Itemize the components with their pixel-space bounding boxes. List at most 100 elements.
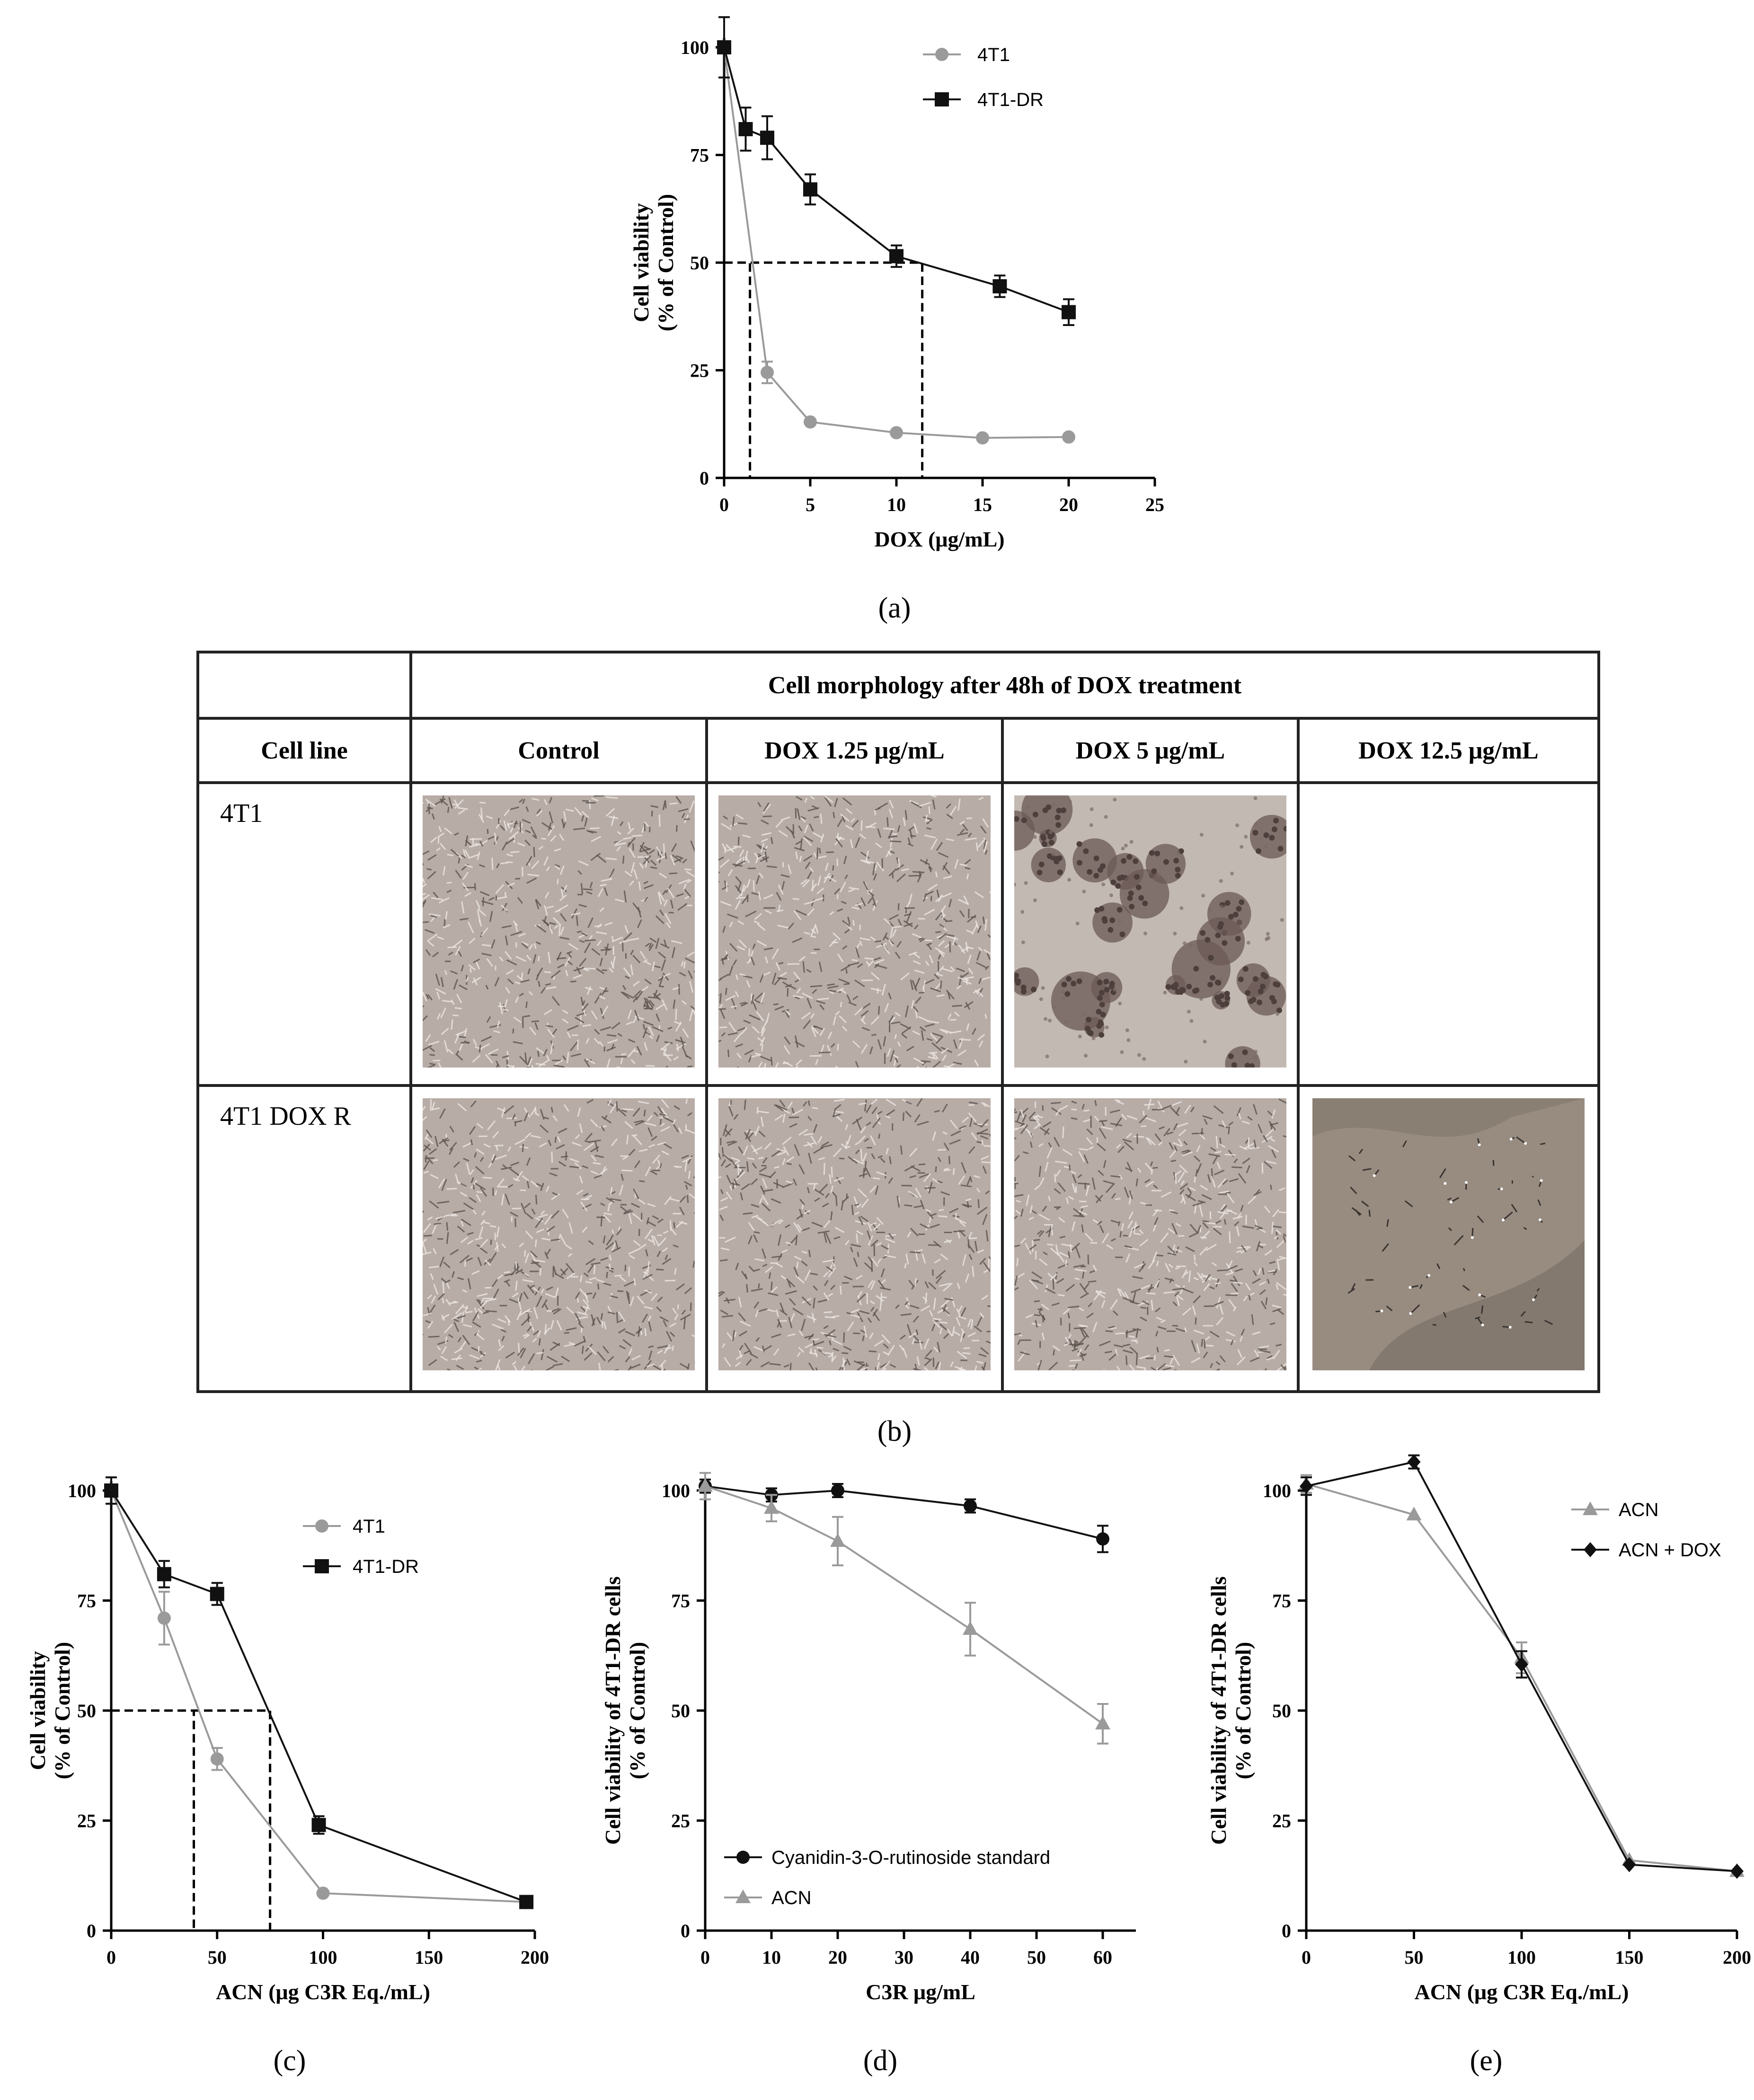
cell <box>793 995 804 998</box>
cell <box>964 859 971 865</box>
cell <box>755 857 759 864</box>
cell <box>425 1137 434 1145</box>
cell <box>1082 1012 1087 1016</box>
cell <box>797 808 801 820</box>
cell <box>897 858 901 868</box>
cell <box>933 1052 939 1059</box>
cell <box>566 1327 577 1331</box>
data-point <box>890 426 903 440</box>
cell <box>427 1294 433 1299</box>
cell <box>1193 1295 1201 1304</box>
cell <box>815 1367 818 1370</box>
cell <box>1205 1244 1217 1251</box>
cell <box>901 868 909 872</box>
cell <box>860 897 866 907</box>
cell <box>987 1305 991 1307</box>
cell <box>519 1146 529 1149</box>
cell <box>769 1363 781 1366</box>
cell <box>521 942 529 949</box>
cell <box>926 827 932 830</box>
cell <box>785 1224 791 1228</box>
cell <box>607 1102 614 1107</box>
cell <box>557 957 567 960</box>
cell <box>1068 800 1072 804</box>
cell <box>423 1242 427 1254</box>
cell <box>940 1321 948 1324</box>
cell <box>971 923 978 935</box>
cell <box>780 1309 788 1316</box>
cell <box>425 1155 434 1165</box>
x-tick-label: 40 <box>961 1947 980 1968</box>
cell <box>773 1182 784 1188</box>
cell <box>775 962 781 971</box>
cell <box>1052 802 1056 806</box>
cell <box>664 852 667 859</box>
cell <box>1283 1233 1286 1237</box>
cell <box>755 1337 760 1342</box>
cell <box>557 963 565 969</box>
cell <box>886 1098 896 1106</box>
cell <box>1150 1161 1153 1166</box>
cell <box>960 1307 966 1318</box>
x-tick-label: 10 <box>762 1947 781 1968</box>
cell <box>525 1230 533 1240</box>
cell <box>443 1324 453 1334</box>
cell <box>872 1224 878 1231</box>
cell <box>817 875 821 886</box>
cell <box>1254 822 1258 826</box>
cell <box>934 1258 941 1263</box>
cell <box>859 940 863 946</box>
cell <box>852 920 855 926</box>
cell <box>659 1359 666 1368</box>
cell <box>928 866 932 873</box>
cell <box>457 1337 462 1342</box>
cell <box>811 1025 819 1034</box>
cell <box>1224 1154 1236 1156</box>
cell <box>423 883 427 888</box>
cell <box>1205 937 1211 943</box>
cell <box>759 1173 771 1178</box>
cell-highlight <box>1373 1174 1376 1177</box>
cell <box>498 1339 501 1347</box>
cell <box>660 1122 665 1127</box>
micrograph-4t1-dr-control <box>423 1098 695 1370</box>
cell <box>785 1290 797 1295</box>
cell <box>507 978 514 985</box>
cell <box>783 1060 793 1068</box>
cell <box>912 871 925 874</box>
cell <box>560 1268 568 1277</box>
cell <box>470 968 472 973</box>
cell <box>768 1292 779 1297</box>
cell <box>1277 846 1284 852</box>
cell <box>829 911 834 916</box>
cell <box>479 1187 487 1197</box>
cell <box>663 1052 672 1062</box>
cell <box>1154 1307 1161 1313</box>
cell <box>976 1360 983 1364</box>
cell <box>1152 1224 1157 1232</box>
cell <box>847 1321 854 1332</box>
cell <box>1115 1349 1118 1356</box>
cell <box>733 1032 742 1042</box>
cell <box>608 816 619 820</box>
cell <box>735 860 746 867</box>
cell <box>721 1343 726 1348</box>
cell <box>628 1248 639 1255</box>
cell <box>544 1324 547 1335</box>
cell <box>740 1001 746 1005</box>
cell <box>907 1324 912 1336</box>
cell <box>811 935 816 938</box>
cell <box>477 1257 482 1266</box>
cell <box>751 1204 760 1208</box>
cell <box>1016 1111 1022 1121</box>
cell <box>483 1143 491 1148</box>
cell <box>744 1099 746 1110</box>
series-2 <box>698 1472 1110 1745</box>
cell <box>897 903 900 910</box>
cell <box>1116 1100 1124 1105</box>
cell <box>792 1109 804 1116</box>
cell <box>914 969 925 974</box>
cell <box>1033 835 1037 839</box>
cell <box>759 1166 767 1173</box>
